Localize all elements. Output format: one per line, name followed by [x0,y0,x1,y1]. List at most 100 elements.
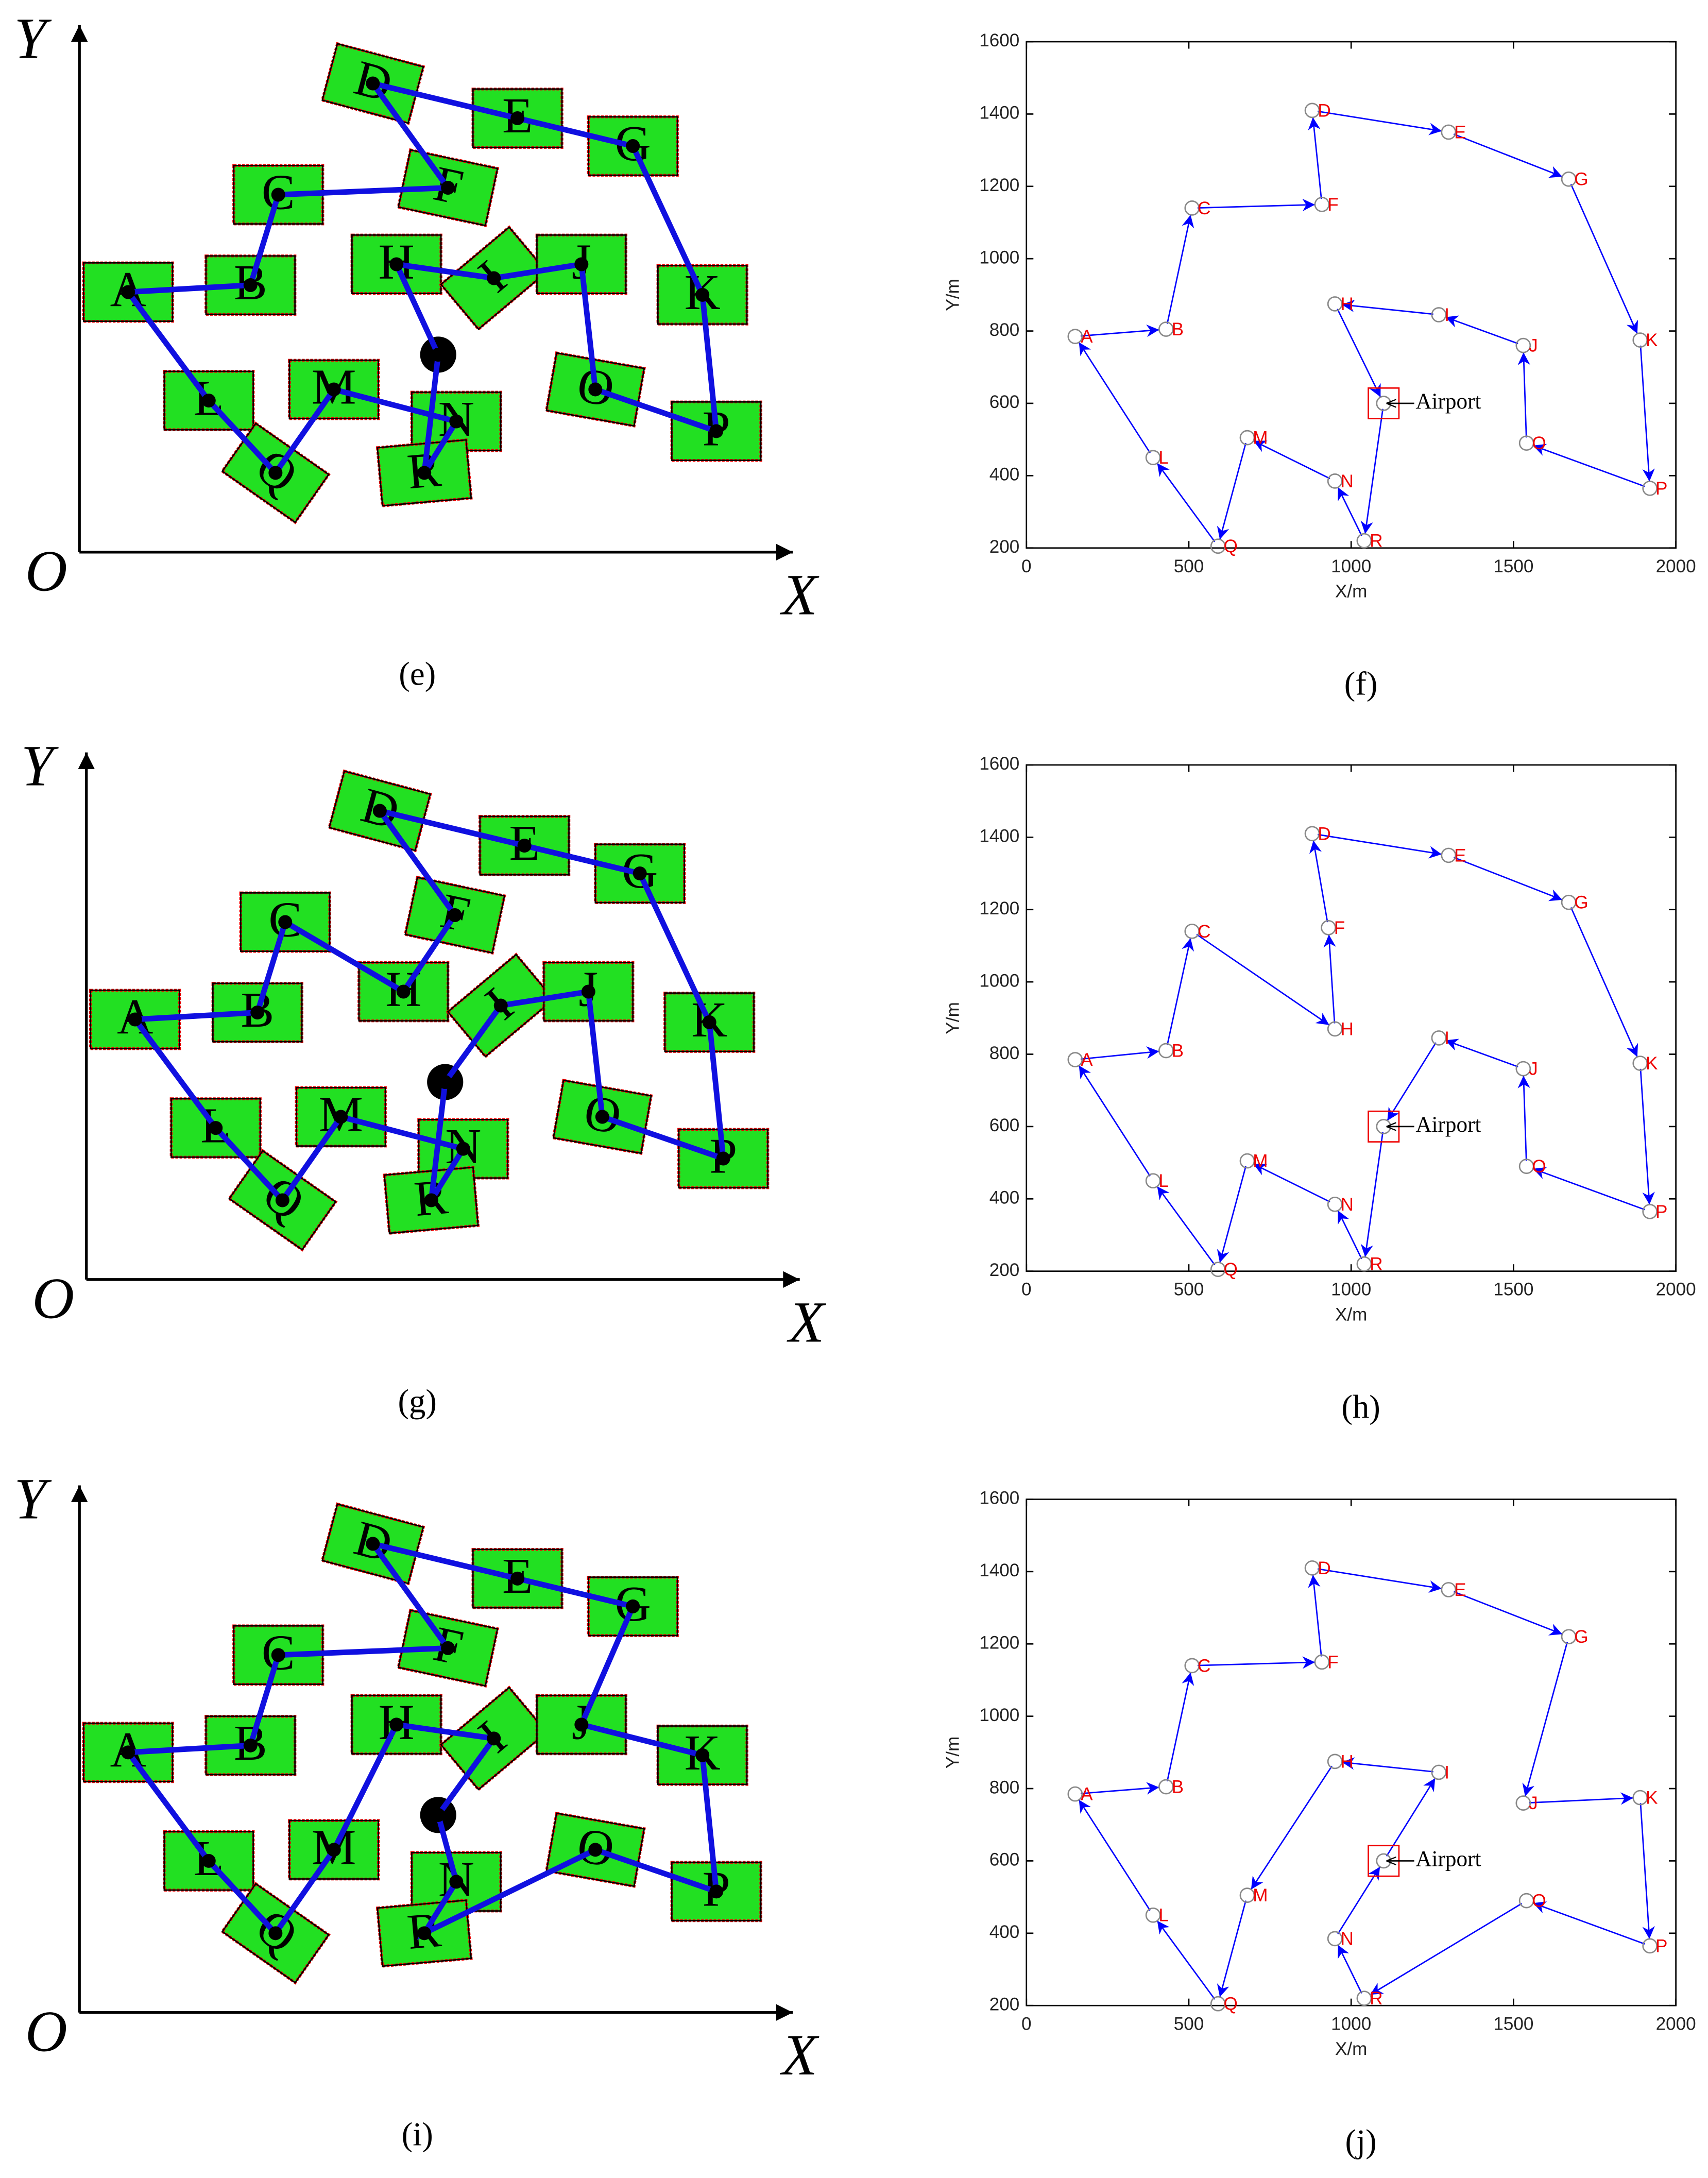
route-arrow [1156,463,1216,542]
y-tick-label: 1400 [979,1560,1019,1580]
y-tick-label: 1600 [979,1488,1019,1508]
route-arrow [1253,440,1330,480]
y-tick-label: 200 [989,1260,1020,1280]
node-marker [1184,1658,1200,1674]
block-edge [397,149,499,227]
path-point [417,466,432,480]
route-arrow [1166,214,1194,324]
path-point [209,1121,223,1135]
y-tick-label: 1000 [979,1705,1019,1725]
route-arrow [1308,1575,1322,1657]
y-tick-label: 800 [989,320,1020,340]
node-label: G [1574,169,1588,190]
block-edge [543,961,634,1022]
node-marker [1327,1754,1343,1769]
route-arrow [1156,1920,1216,2000]
path-point [389,257,404,271]
x-tick-label: 0 [1021,1280,1032,1300]
path-point [271,188,285,202]
route-arrow [1308,117,1322,199]
node-marker [1431,307,1447,322]
block-edge [545,352,645,427]
route-arrow [1166,938,1194,1046]
route-arrow [1080,1046,1159,1060]
node-label: F [1327,1652,1338,1672]
y-tick-label: 400 [989,1922,1020,1942]
route-arrow [1370,1903,1523,1996]
path-point [121,285,135,299]
node-marker [1314,197,1330,212]
path-point [581,984,595,999]
path-point [275,1193,289,1207]
block-edge [288,1819,379,1880]
node-marker [1304,103,1320,118]
block-edge [552,1079,652,1154]
panel-label: (i) [402,2116,433,2153]
node-label: R [1370,531,1382,551]
route-arrow [1078,342,1151,453]
node-marker [1210,1262,1226,1278]
node-marker [1239,430,1255,446]
node-label: C [1198,922,1210,942]
node-label: E [1454,122,1466,142]
node-label: J [1529,336,1538,356]
path-point [327,382,341,397]
block-edge [351,234,442,295]
node-label: J [1529,1059,1538,1079]
y-tick-label: 600 [989,392,1020,412]
path-point [128,1012,142,1027]
panel-label: (h) [1341,1389,1380,1426]
route-arrow [1453,857,1563,901]
node-label: K [1646,1788,1658,1808]
node-label: G [1574,893,1588,913]
y-axis-letter: Y [21,733,59,798]
path-point [201,1853,216,1868]
y-axis-label: Y/m [943,1002,963,1034]
block-edge [479,815,570,876]
block-edge [351,1694,442,1755]
flight-path [129,806,727,1205]
node-label: A [1081,1784,1093,1805]
node-label: A [1081,1050,1093,1070]
y-tick-label: 1400 [979,826,1019,846]
node-label: D [1318,1558,1330,1578]
x-axis-letter: X [787,1289,826,1354]
node-marker [1561,171,1577,187]
path-point [268,1926,283,1941]
node-label: Q [1224,1994,1238,2014]
node-marker [1561,1629,1577,1645]
node-label: M [1253,1151,1268,1171]
block-edge [170,1098,261,1158]
route-arrow [1081,324,1159,337]
path-point [595,1110,609,1124]
node-label: D [1318,824,1330,844]
x-axis-label: X/m [1335,581,1367,601]
route-arrow [1532,1901,1645,1945]
path-point [588,382,603,397]
airport-label: Airport [1415,1113,1481,1137]
path-point [396,984,411,999]
x-axis-label: X/m [1335,1304,1367,1324]
node-marker [1356,1990,1372,2006]
node-label: B [1172,319,1184,339]
node-label: E [1454,1580,1466,1600]
route-arrow [1445,315,1518,345]
block: G [587,115,679,177]
path-point [268,466,283,480]
node-label: H [1340,1019,1353,1039]
route-arrow [1532,1167,1645,1211]
node-label: M [1253,428,1268,448]
path-point [278,915,293,929]
route-arrow [1078,1799,1151,1911]
node-label: N [1340,1195,1353,1215]
path-point [417,1926,432,1941]
block-edge [657,265,748,325]
x-tick-label: 0 [1021,556,1032,576]
block-edge [545,1812,645,1887]
node-label: C [1198,198,1210,218]
node-label: G [1574,1627,1588,1647]
node-marker [1515,1061,1531,1077]
node-label: N [1340,471,1353,491]
panel-label: (g) [398,1383,437,1420]
